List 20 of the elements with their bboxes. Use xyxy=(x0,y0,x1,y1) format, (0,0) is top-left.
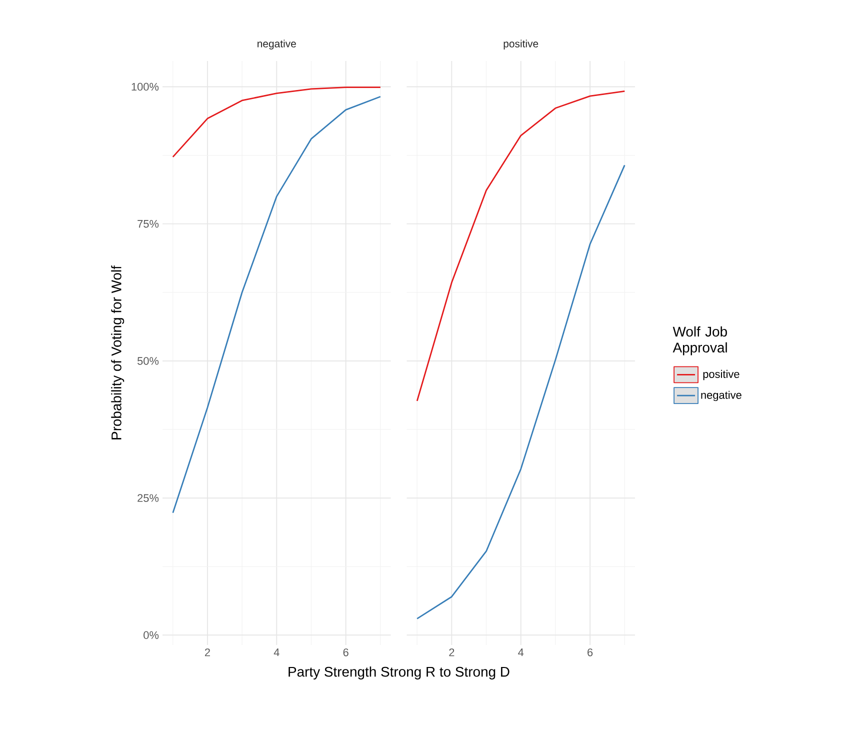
chart-title: positive xyxy=(504,40,538,50)
y-tick-label: 50% xyxy=(137,357,159,365)
y-tick-label: 0% xyxy=(144,631,159,639)
y-tick-label: 25% xyxy=(138,494,159,502)
y-tick-label: 100% xyxy=(132,82,159,91)
x-tick-label: 6 xyxy=(343,648,348,656)
line-series xyxy=(172,86,382,158)
y-axis-title: Probability of Voting for Wolf xyxy=(111,266,124,440)
x-tick-label: 2 xyxy=(449,648,454,656)
legend-title: Wolf Job Approval xyxy=(672,326,727,356)
line-series xyxy=(172,96,382,514)
chart-title: negative xyxy=(258,40,296,50)
x-tick-label: 2 xyxy=(204,648,210,656)
x-tick-label: 6 xyxy=(588,648,593,656)
legend-label: positive xyxy=(703,370,740,380)
x-axis-title: Party Strength Strong R to Strong D xyxy=(288,666,510,680)
y-tick-label: 75% xyxy=(138,220,159,228)
legend-label: negative xyxy=(701,390,742,402)
x-tick-label: 4 xyxy=(274,648,280,656)
x-tick-label: 4 xyxy=(518,648,524,656)
